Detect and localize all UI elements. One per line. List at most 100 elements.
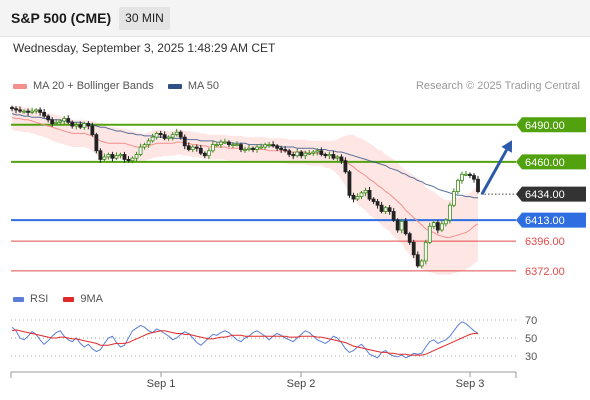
candle-body bbox=[375, 201, 380, 206]
candle-body bbox=[267, 144, 272, 146]
candle-body bbox=[38, 109, 43, 113]
x-tick-label: Sep 3 bbox=[456, 378, 485, 390]
candle-body bbox=[26, 110, 30, 113]
candle-body bbox=[431, 222, 436, 227]
candle-body bbox=[227, 141, 231, 145]
candle-body bbox=[363, 189, 368, 194]
candle-body bbox=[263, 144, 267, 148]
candle-body bbox=[22, 110, 26, 113]
candle-body bbox=[435, 222, 440, 231]
level-label-6460-box bbox=[516, 154, 586, 170]
candle-body bbox=[70, 121, 75, 127]
datetime-label: Wednesday, September 3, 2025 1:48:29 AM … bbox=[13, 41, 276, 55]
candle-body bbox=[287, 150, 292, 155]
candle-body bbox=[259, 146, 263, 149]
candle-body bbox=[271, 144, 276, 147]
legend-item-rsi: RSI bbox=[13, 293, 48, 305]
candle-body bbox=[54, 121, 59, 124]
rsi-line bbox=[11, 321, 479, 359]
candle-body bbox=[122, 154, 127, 160]
candle-body bbox=[307, 152, 312, 155]
candle-body bbox=[387, 207, 392, 212]
candle-body bbox=[439, 223, 444, 231]
legend-label-rsi: RSI bbox=[30, 293, 49, 305]
candle-body bbox=[50, 119, 55, 124]
candle-body bbox=[18, 109, 22, 112]
candle-body bbox=[98, 150, 103, 160]
legend-label-ma20: MA 20 + Bollinger Bands bbox=[33, 80, 154, 92]
candle-body bbox=[251, 147, 255, 150]
current-price-label: 6434.00 bbox=[516, 186, 586, 202]
candle-body bbox=[162, 134, 167, 139]
candle-body bbox=[447, 204, 452, 221]
candle-body bbox=[311, 151, 316, 154]
candle-body bbox=[295, 151, 300, 157]
candle-body bbox=[58, 120, 63, 123]
current-price-label-text: 6434.00 bbox=[525, 189, 565, 201]
candle-body bbox=[327, 154, 332, 157]
candles-group bbox=[10, 105, 480, 269]
rsi-tick-label: 70 bbox=[525, 315, 537, 327]
level-label-6490-box bbox=[516, 117, 586, 133]
candle-body bbox=[335, 156, 340, 159]
level-label-6460-text: 6460.00 bbox=[525, 157, 565, 169]
candle-body bbox=[206, 150, 211, 157]
level-label-6413-text: 6413.00 bbox=[525, 215, 565, 227]
candle-body bbox=[315, 150, 320, 153]
level-label-6460: 6460.00 bbox=[516, 154, 586, 170]
candle-body bbox=[243, 149, 247, 151]
candle-body bbox=[456, 180, 460, 193]
candle-body bbox=[14, 108, 18, 111]
candle-body bbox=[255, 146, 259, 150]
candle-body bbox=[331, 154, 336, 159]
9ma-swatch-icon bbox=[63, 296, 75, 302]
level-label-6413: 6413.00 bbox=[516, 212, 586, 228]
candle-body bbox=[170, 134, 175, 138]
candle-body bbox=[291, 154, 296, 157]
candle-body bbox=[464, 173, 468, 176]
candle-body bbox=[142, 144, 147, 148]
candle-body bbox=[134, 154, 139, 159]
candle-body bbox=[460, 173, 464, 181]
candle-body bbox=[379, 204, 384, 212]
candle-body bbox=[359, 192, 364, 197]
candle-body bbox=[158, 133, 163, 136]
candle-body bbox=[46, 115, 51, 121]
candle-body bbox=[427, 225, 432, 243]
candle-body bbox=[395, 219, 400, 231]
candle-body bbox=[411, 241, 416, 256]
candle-body bbox=[194, 146, 199, 149]
candle-body bbox=[214, 144, 219, 146]
interval-button[interactable]: 30 MIN bbox=[119, 7, 170, 30]
candle-body bbox=[66, 118, 71, 123]
candle-body bbox=[391, 211, 396, 221]
level-label-6490-text: 6490.00 bbox=[525, 120, 565, 132]
candle-body bbox=[299, 151, 304, 157]
x-tick-label: Sep 1 bbox=[147, 378, 176, 390]
candle-body bbox=[82, 123, 87, 128]
candle-body bbox=[114, 155, 119, 159]
candle-body bbox=[443, 219, 448, 225]
legend-item-9ma: 9MA bbox=[63, 293, 103, 305]
candle-body bbox=[178, 131, 183, 138]
candle-body bbox=[190, 146, 195, 150]
candle-body bbox=[110, 154, 115, 159]
candle-body bbox=[239, 144, 243, 150]
candle-body bbox=[154, 133, 159, 138]
level-label-6413-box bbox=[516, 212, 586, 228]
ma20-swatch-icon bbox=[13, 83, 27, 89]
candle-body bbox=[468, 173, 472, 176]
instrument-title: S&P 500 (CME) bbox=[11, 10, 112, 26]
legend-item-ma20: MA 20 + Bollinger Bands bbox=[13, 80, 154, 92]
legend-label-ma50: MA 50 bbox=[187, 80, 220, 92]
candle-body bbox=[415, 254, 420, 267]
x-tick-label: Sep 2 bbox=[287, 378, 316, 390]
candle-body bbox=[42, 111, 47, 117]
candle-body bbox=[319, 150, 324, 155]
candle-body bbox=[476, 178, 480, 193]
candle-body bbox=[371, 198, 376, 202]
candle-body bbox=[403, 220, 408, 235]
forecast-arrow-shaft bbox=[480, 149, 508, 195]
candle-body bbox=[86, 123, 91, 127]
